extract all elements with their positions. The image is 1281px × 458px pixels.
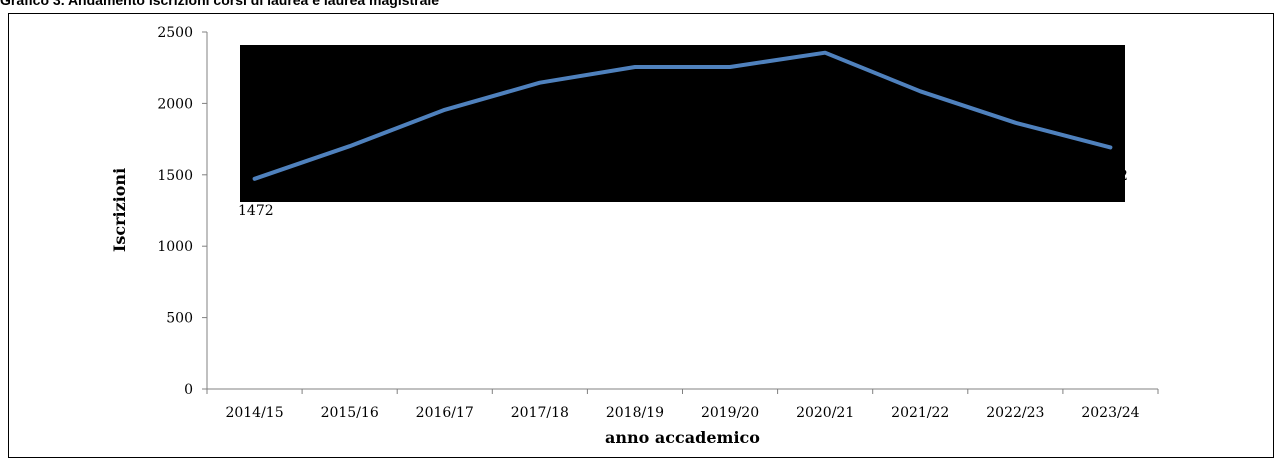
y-tick-label: 2500 xyxy=(157,25,193,41)
x-axis-title: anno accademico xyxy=(605,428,760,447)
x-tick-label: 2015/16 xyxy=(321,405,379,421)
x-tick-label: 2017/18 xyxy=(511,405,569,421)
y-tick-label: 500 xyxy=(166,311,193,327)
y-axis-title: Iscrizioni xyxy=(110,168,129,252)
y-tick-label: 0 xyxy=(184,382,193,398)
x-tick-label: 2019/20 xyxy=(701,405,759,421)
x-tick-label: 2021/22 xyxy=(891,405,949,421)
data-label: 1472 xyxy=(238,203,274,219)
x-tick-label: 2023/24 xyxy=(1081,405,1139,421)
x-tick-label: 2018/19 xyxy=(606,405,664,421)
data-label: 2 xyxy=(1119,168,1128,184)
y-tick-label: 1500 xyxy=(157,168,193,184)
y-tick-label: 1000 xyxy=(157,239,193,255)
y-tick-label: 2000 xyxy=(157,96,193,112)
x-tick-label: 2014/15 xyxy=(225,405,283,421)
x-tick-label: 2016/17 xyxy=(416,405,474,421)
x-tick-label: 2022/23 xyxy=(986,405,1044,421)
x-tick-label: 2020/21 xyxy=(796,405,854,421)
